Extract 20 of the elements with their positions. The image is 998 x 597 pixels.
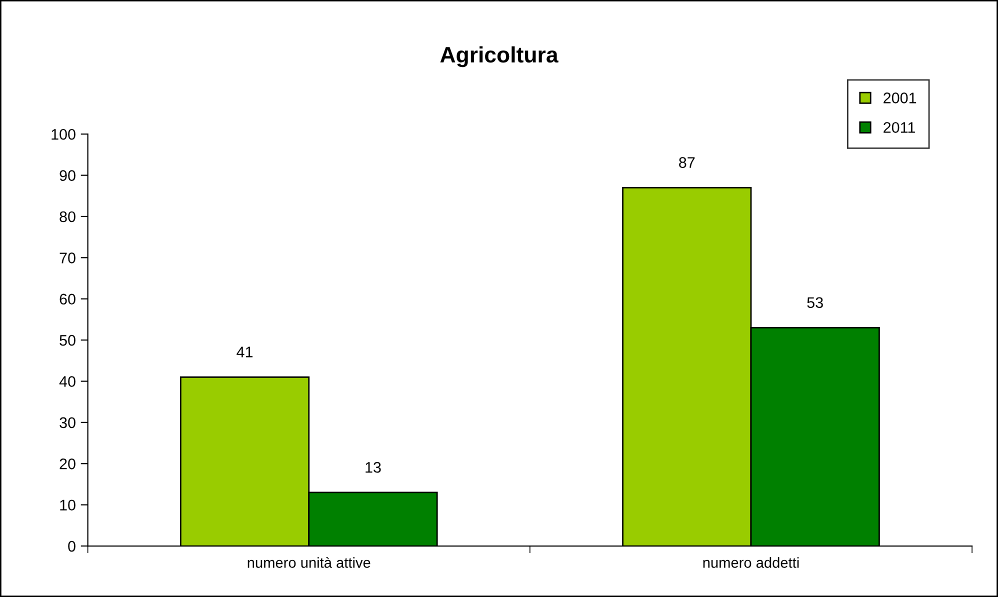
y-tick-label: 80: [60, 211, 76, 222]
y-tick-label: 90: [60, 170, 76, 181]
y-tick-label: 10: [60, 500, 76, 511]
data-label: 13: [366, 462, 381, 473]
y-tick-label: 100: [52, 128, 76, 140]
data-label: 87: [679, 157, 695, 168]
y-tick-label: 0: [68, 540, 76, 552]
y-tick-label: 40: [59, 376, 76, 387]
y-tick-label: 20: [60, 458, 76, 470]
legend-label: 2001: [884, 92, 916, 104]
y-tick-label: 50: [60, 334, 76, 346]
legend-label: 2011: [884, 122, 915, 133]
data-label: 53: [807, 297, 823, 308]
x-tick-label: numero unità attive: [248, 556, 370, 568]
y-tick-label: 30: [60, 417, 76, 428]
data-label: 41: [236, 346, 253, 358]
chart-title: Agricoltura: [440, 46, 558, 68]
x-tick-label: numero addetti: [703, 557, 799, 568]
y-tick-label: 70: [60, 252, 76, 264]
y-tick-label: 60: [60, 294, 76, 305]
